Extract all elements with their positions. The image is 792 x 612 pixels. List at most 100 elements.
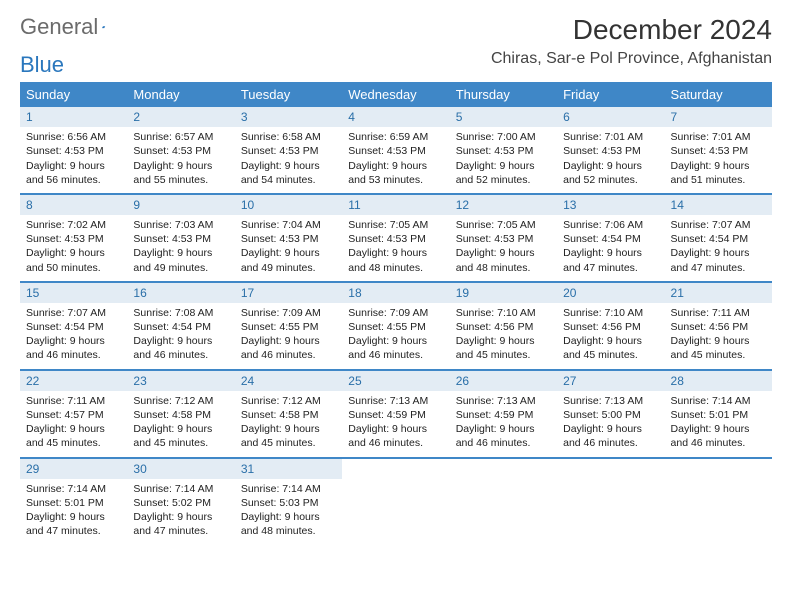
sunset-text: Sunset: 5:02 PM (133, 496, 228, 510)
calendar-day-cell (450, 458, 557, 545)
day-number: 21 (665, 283, 772, 303)
daylight-text: Daylight: 9 hours (563, 334, 658, 348)
daylight-text: Daylight: 9 hours (26, 159, 121, 173)
sunset-text: Sunset: 4:53 PM (241, 144, 336, 158)
sunset-text: Sunset: 4:53 PM (26, 232, 121, 246)
day-number: 29 (20, 459, 127, 479)
calendar-day-cell: 24Sunrise: 7:12 AMSunset: 4:58 PMDayligh… (235, 370, 342, 458)
weekday-header: Thursday (450, 82, 557, 107)
sunset-text: Sunset: 4:56 PM (456, 320, 551, 334)
daylight-text: and 52 minutes. (456, 173, 551, 187)
daylight-text: Daylight: 9 hours (133, 422, 228, 436)
daylight-text: Daylight: 9 hours (671, 246, 766, 260)
sunrise-text: Sunrise: 7:13 AM (563, 394, 658, 408)
day-number: 1 (20, 107, 127, 127)
day-number: 26 (450, 371, 557, 391)
calendar-day-cell: 5Sunrise: 7:00 AMSunset: 4:53 PMDaylight… (450, 107, 557, 194)
calendar-day-cell: 13Sunrise: 7:06 AMSunset: 4:54 PMDayligh… (557, 194, 664, 282)
sunrise-text: Sunrise: 7:09 AM (348, 306, 443, 320)
daylight-text: and 45 minutes. (26, 436, 121, 450)
daylight-text: and 51 minutes. (671, 173, 766, 187)
calendar-week-row: 29Sunrise: 7:14 AMSunset: 5:01 PMDayligh… (20, 458, 772, 545)
calendar-day-cell: 22Sunrise: 7:11 AMSunset: 4:57 PMDayligh… (20, 370, 127, 458)
sunset-text: Sunset: 4:57 PM (26, 408, 121, 422)
calendar-day-cell: 7Sunrise: 7:01 AMSunset: 4:53 PMDaylight… (665, 107, 772, 194)
calendar-day-cell: 16Sunrise: 7:08 AMSunset: 4:54 PMDayligh… (127, 282, 234, 370)
sunrise-text: Sunrise: 7:12 AM (241, 394, 336, 408)
daylight-text: Daylight: 9 hours (563, 246, 658, 260)
daylight-text: and 45 minutes. (671, 348, 766, 362)
calendar-day-cell: 17Sunrise: 7:09 AMSunset: 4:55 PMDayligh… (235, 282, 342, 370)
calendar-day-cell (557, 458, 664, 545)
daylight-text: Daylight: 9 hours (456, 422, 551, 436)
sunset-text: Sunset: 5:01 PM (26, 496, 121, 510)
sunrise-text: Sunrise: 7:14 AM (671, 394, 766, 408)
daylight-text: and 54 minutes. (241, 173, 336, 187)
daylight-text: and 45 minutes. (563, 348, 658, 362)
daylight-text: Daylight: 9 hours (26, 334, 121, 348)
daylight-text: Daylight: 9 hours (241, 246, 336, 260)
sunrise-text: Sunrise: 7:09 AM (241, 306, 336, 320)
sunrise-text: Sunrise: 6:59 AM (348, 130, 443, 144)
daylight-text: and 53 minutes. (348, 173, 443, 187)
sunrise-text: Sunrise: 6:56 AM (26, 130, 121, 144)
calendar-day-cell (665, 458, 772, 545)
sunset-text: Sunset: 4:53 PM (241, 232, 336, 246)
sunrise-text: Sunrise: 7:12 AM (133, 394, 228, 408)
day-number: 20 (557, 283, 664, 303)
sunset-text: Sunset: 5:03 PM (241, 496, 336, 510)
day-number: 7 (665, 107, 772, 127)
sunset-text: Sunset: 4:54 PM (133, 320, 228, 334)
day-number: 6 (557, 107, 664, 127)
rhombus-icon (102, 20, 105, 34)
daylight-text: and 49 minutes. (241, 261, 336, 275)
calendar-day-cell (342, 458, 449, 545)
sunset-text: Sunset: 4:58 PM (133, 408, 228, 422)
sunset-text: Sunset: 4:53 PM (563, 144, 658, 158)
weekday-header-row: Sunday Monday Tuesday Wednesday Thursday… (20, 82, 772, 107)
sunset-text: Sunset: 4:59 PM (348, 408, 443, 422)
daylight-text: Daylight: 9 hours (241, 159, 336, 173)
sunrise-text: Sunrise: 7:13 AM (456, 394, 551, 408)
calendar-body: 1Sunrise: 6:56 AMSunset: 4:53 PMDaylight… (20, 107, 772, 544)
daylight-text: Daylight: 9 hours (563, 159, 658, 173)
calendar-day-cell: 15Sunrise: 7:07 AMSunset: 4:54 PMDayligh… (20, 282, 127, 370)
daylight-text: and 50 minutes. (26, 261, 121, 275)
daylight-text: and 47 minutes. (26, 524, 121, 538)
daylight-text: and 46 minutes. (671, 436, 766, 450)
day-number: 19 (450, 283, 557, 303)
daylight-text: and 46 minutes. (348, 348, 443, 362)
daylight-text: Daylight: 9 hours (671, 422, 766, 436)
brand-part1: General (20, 14, 98, 40)
daylight-text: and 48 minutes. (348, 261, 443, 275)
sunset-text: Sunset: 4:53 PM (133, 144, 228, 158)
daylight-text: Daylight: 9 hours (456, 246, 551, 260)
weekday-header: Tuesday (235, 82, 342, 107)
sunset-text: Sunset: 5:01 PM (671, 408, 766, 422)
daylight-text: Daylight: 9 hours (26, 510, 121, 524)
daylight-text: and 47 minutes. (671, 261, 766, 275)
daylight-text: and 48 minutes. (456, 261, 551, 275)
daylight-text: Daylight: 9 hours (456, 334, 551, 348)
day-number: 15 (20, 283, 127, 303)
sunset-text: Sunset: 4:53 PM (671, 144, 766, 158)
daylight-text: Daylight: 9 hours (563, 422, 658, 436)
sunrise-text: Sunrise: 7:10 AM (563, 306, 658, 320)
day-number: 16 (127, 283, 234, 303)
sunrise-text: Sunrise: 7:07 AM (26, 306, 121, 320)
sunrise-text: Sunrise: 7:05 AM (456, 218, 551, 232)
sunset-text: Sunset: 4:58 PM (241, 408, 336, 422)
daylight-text: and 46 minutes. (348, 436, 443, 450)
calendar-day-cell: 25Sunrise: 7:13 AMSunset: 4:59 PMDayligh… (342, 370, 449, 458)
daylight-text: and 45 minutes. (456, 348, 551, 362)
daylight-text: Daylight: 9 hours (26, 246, 121, 260)
sunrise-text: Sunrise: 7:00 AM (456, 130, 551, 144)
day-number: 28 (665, 371, 772, 391)
calendar-day-cell: 26Sunrise: 7:13 AMSunset: 4:59 PMDayligh… (450, 370, 557, 458)
day-number: 31 (235, 459, 342, 479)
day-number: 13 (557, 195, 664, 215)
daylight-text: Daylight: 9 hours (133, 510, 228, 524)
brand-part2: Blue (20, 52, 772, 78)
daylight-text: and 46 minutes. (456, 436, 551, 450)
sunset-text: Sunset: 4:53 PM (348, 144, 443, 158)
